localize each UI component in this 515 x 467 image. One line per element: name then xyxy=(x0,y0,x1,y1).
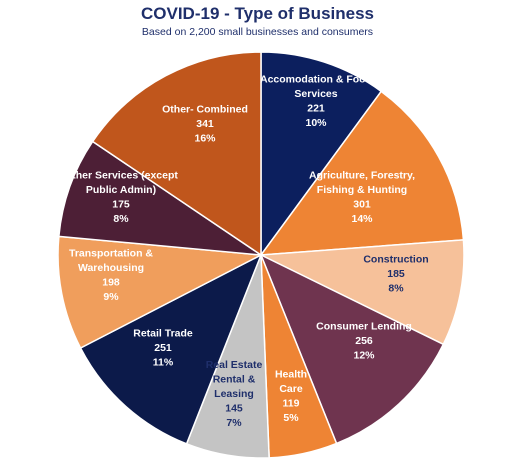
pie-slice-other-services-except-public-admin xyxy=(58,140,262,256)
slice-label-health-care: Health Care 119 5% xyxy=(275,368,307,424)
slice-label-other-combined: Other- Combined 341 16% xyxy=(162,104,248,145)
slice-label-transportation-warehousing: Transportation & Warehousing 198 9% xyxy=(69,247,153,303)
pie-slice-construction xyxy=(258,239,465,346)
pie-slice-transportation-warehousing xyxy=(57,235,264,349)
chart-title: COVID-19 - Type of Business xyxy=(140,4,374,23)
pie-slice-retail-trade xyxy=(79,253,263,445)
pie-slice-other-combined xyxy=(91,51,262,257)
slice-label-other-services-except-public-admin: Other Services (except Public Admin) 175 8% xyxy=(64,169,178,225)
chart-subtitle: Based on 2,200 small businesses and cons… xyxy=(141,26,374,38)
pie-slice-accomodation-food-services xyxy=(260,51,383,258)
slice-label-accomodation-food-services: Accomodation & Food Services 221 10% xyxy=(260,73,372,129)
slice-label-consumer-lending: Consumer Lending 256 12% xyxy=(316,321,412,362)
slice-label-real-estate-rental-leasing: Real Estate Rental & Leasing 145 7% xyxy=(206,359,263,429)
slice-label-retail-trade: Retail Trade 251 11% xyxy=(133,328,193,369)
slice-label-agriculture-forestry-fishing-hunting: Agriculture, Forestry, Fishing & Hunting 3… xyxy=(309,169,415,225)
pie-slice-agriculture-forestry-fishing-hunting xyxy=(259,90,465,256)
pie-slice-consumer-lending xyxy=(259,253,445,445)
slice-label-construction: Construction 185 8% xyxy=(363,254,428,295)
